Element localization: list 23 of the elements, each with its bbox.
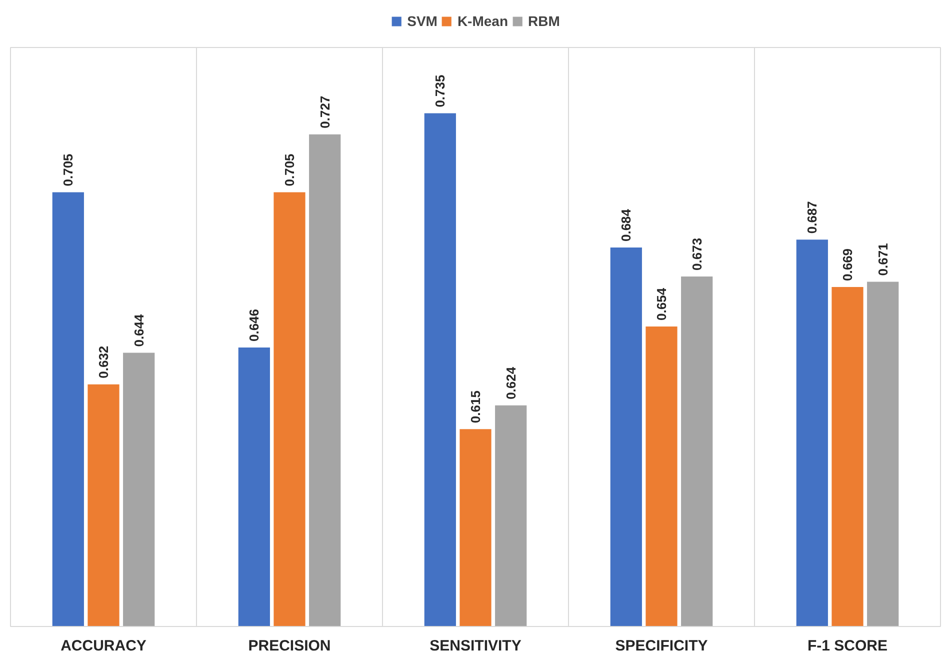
- x-tick-label: ACCURACY: [60, 638, 146, 654]
- legend-label: SVM: [407, 13, 438, 29]
- data-label: 0.632: [96, 346, 111, 378]
- x-tick-label: F-1 SCORE: [807, 638, 888, 654]
- data-label: 0.646: [246, 308, 262, 342]
- data-label: 0.673: [689, 238, 704, 270]
- data-label: 0.624: [503, 366, 518, 400]
- data-label: 0.727: [317, 96, 332, 128]
- data-label: 0.644: [131, 313, 146, 347]
- data-label: 0.654: [654, 287, 669, 320]
- data-label: 0.684: [618, 208, 634, 242]
- data-label: 0.705: [60, 154, 76, 186]
- data-label: 0.705: [282, 154, 297, 186]
- data-label: 0.671: [875, 243, 890, 276]
- x-tick-label: PRECISION: [248, 638, 331, 654]
- legend-label: K-Mean: [457, 13, 508, 29]
- data-label: 0.687: [804, 201, 820, 234]
- data-label: 0.735: [432, 74, 448, 108]
- data-label: 0.615: [468, 390, 483, 424]
- data-label: 0.669: [840, 248, 855, 281]
- x-tick-label: SENSITIVITY: [430, 638, 522, 654]
- legend-label: RBM: [528, 13, 560, 29]
- x-tick-label: SPECIFICITY: [615, 638, 708, 654]
